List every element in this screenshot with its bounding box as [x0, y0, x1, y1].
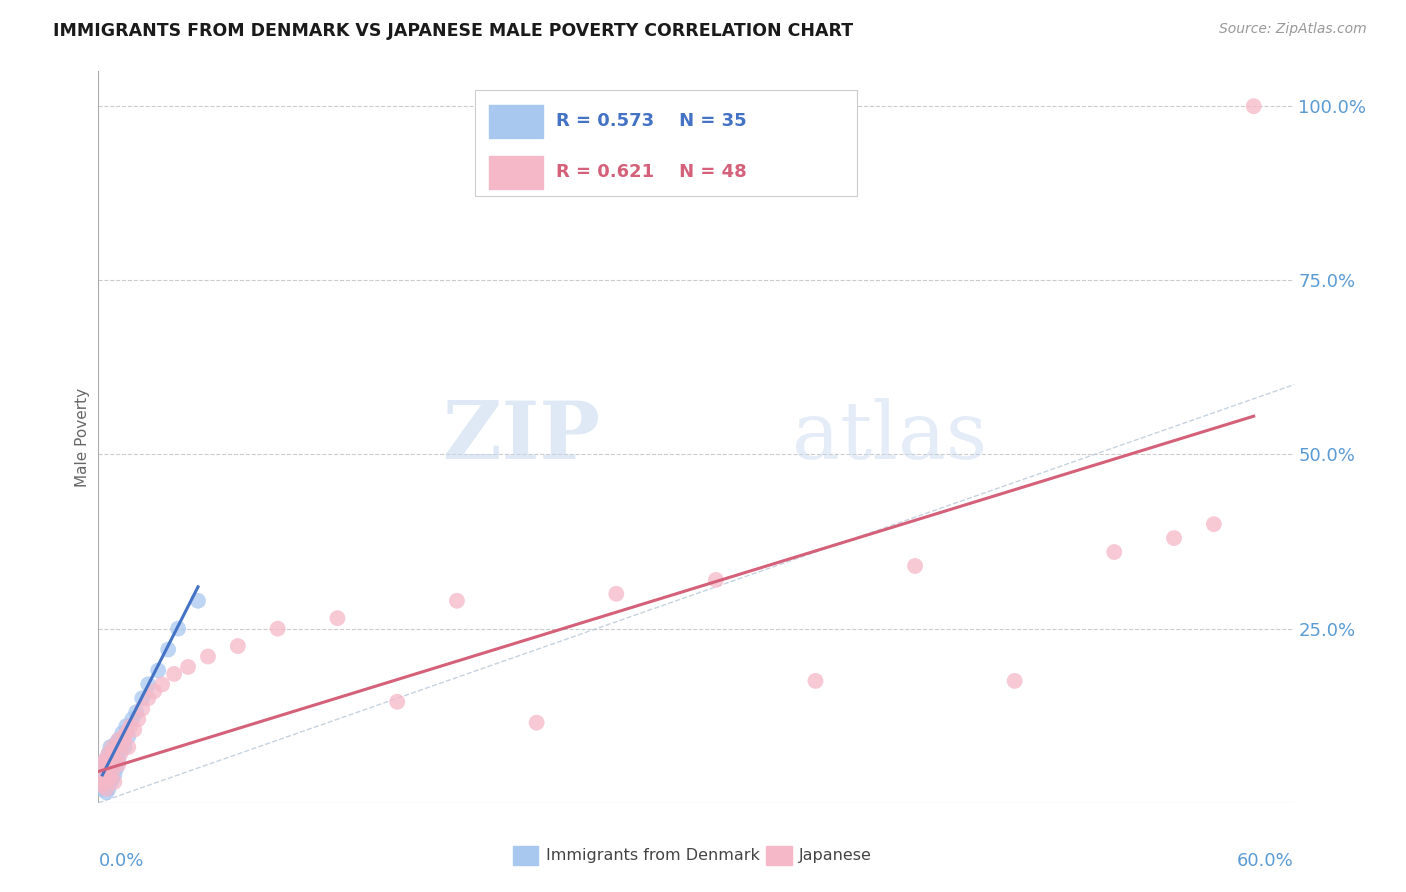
- Point: [105, 761, 128, 775]
- Point: [93, 754, 115, 768]
- Point: [112, 730, 135, 744]
- Point: [167, 622, 190, 636]
- Text: 60.0%: 60.0%: [1237, 852, 1294, 870]
- Point: [101, 750, 124, 764]
- Text: atlas: atlas: [792, 398, 987, 476]
- Point: [101, 764, 124, 779]
- Text: 0.0%: 0.0%: [98, 852, 143, 870]
- Point: [103, 768, 125, 782]
- Point: [93, 768, 115, 782]
- Point: [804, 673, 827, 688]
- Text: Immigrants from Denmark: Immigrants from Denmark: [546, 848, 759, 863]
- Point: [93, 775, 115, 789]
- Point: [124, 723, 146, 737]
- Point: [1202, 517, 1225, 532]
- Point: [96, 764, 118, 779]
- Text: R = 0.573    N = 35: R = 0.573 N = 35: [557, 112, 747, 130]
- Point: [93, 778, 115, 792]
- Point: [107, 757, 129, 772]
- Point: [93, 754, 115, 768]
- Point: [97, 747, 120, 761]
- Point: [1163, 531, 1185, 545]
- Point: [105, 754, 128, 768]
- Point: [89, 772, 111, 786]
- Point: [103, 743, 125, 757]
- Point: [226, 639, 249, 653]
- Y-axis label: Male Poverty: Male Poverty: [75, 387, 90, 487]
- FancyBboxPatch shape: [475, 90, 858, 195]
- Point: [125, 705, 148, 719]
- Point: [98, 761, 122, 775]
- Point: [526, 715, 548, 730]
- Point: [136, 691, 159, 706]
- Text: ZIP: ZIP: [443, 398, 600, 476]
- Point: [385, 695, 409, 709]
- Point: [96, 785, 118, 799]
- Point: [101, 740, 124, 755]
- Text: R = 0.621    N = 48: R = 0.621 N = 48: [557, 163, 747, 181]
- Point: [97, 781, 120, 796]
- Point: [101, 772, 124, 786]
- Point: [112, 740, 135, 755]
- Point: [136, 677, 159, 691]
- Point: [111, 737, 134, 751]
- Point: [117, 740, 139, 755]
- Bar: [489, 156, 543, 189]
- Point: [110, 743, 132, 757]
- Point: [97, 747, 120, 761]
- Point: [103, 775, 125, 789]
- Point: [111, 726, 134, 740]
- Point: [96, 761, 118, 775]
- Point: [326, 611, 349, 625]
- Point: [1004, 673, 1026, 688]
- Point: [131, 691, 153, 706]
- Point: [105, 737, 128, 751]
- Point: [98, 772, 122, 786]
- Point: [91, 778, 114, 792]
- Point: [150, 677, 173, 691]
- Point: [98, 775, 122, 789]
- Point: [103, 747, 125, 761]
- Point: [446, 594, 468, 608]
- Point: [187, 594, 209, 608]
- Point: [143, 684, 166, 698]
- Point: [267, 622, 290, 636]
- Point: [91, 781, 114, 796]
- Point: [89, 775, 111, 789]
- Point: [148, 664, 170, 678]
- Point: [107, 733, 129, 747]
- Point: [121, 712, 143, 726]
- Point: [91, 757, 114, 772]
- Point: [97, 757, 120, 772]
- Point: [1104, 545, 1126, 559]
- Point: [1243, 99, 1265, 113]
- Point: [98, 740, 122, 755]
- Point: [91, 761, 114, 775]
- Point: [110, 747, 132, 761]
- Text: Source: ZipAtlas.com: Source: ZipAtlas.com: [1219, 22, 1367, 37]
- Point: [605, 587, 627, 601]
- Point: [197, 649, 219, 664]
- Point: [163, 667, 186, 681]
- Point: [120, 719, 142, 733]
- Point: [127, 712, 149, 726]
- Point: [904, 558, 927, 573]
- Point: [96, 781, 118, 796]
- Point: [98, 750, 122, 764]
- Point: [115, 726, 138, 740]
- Bar: [489, 105, 543, 138]
- Point: [704, 573, 727, 587]
- Point: [107, 754, 129, 768]
- Text: Japanese: Japanese: [799, 848, 872, 863]
- Point: [131, 702, 153, 716]
- Point: [177, 660, 200, 674]
- Point: [157, 642, 180, 657]
- Point: [97, 768, 120, 782]
- Point: [115, 719, 138, 733]
- Point: [107, 733, 129, 747]
- Point: [117, 730, 139, 744]
- Text: IMMIGRANTS FROM DENMARK VS JAPANESE MALE POVERTY CORRELATION CHART: IMMIGRANTS FROM DENMARK VS JAPANESE MALE…: [53, 22, 853, 40]
